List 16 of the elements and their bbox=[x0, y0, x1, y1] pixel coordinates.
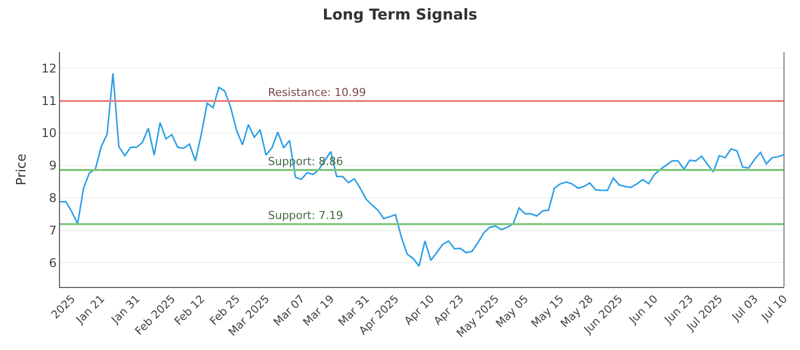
x-tick-label: Jun 10 bbox=[626, 292, 661, 327]
ref-line-label: Support: 7.19 bbox=[268, 209, 344, 222]
x-tick-label: Jan 21 bbox=[72, 292, 108, 327]
y-tick-label: 8 bbox=[48, 191, 57, 206]
line-series bbox=[60, 72, 784, 268]
x-tick-label: Jul 03 bbox=[728, 292, 761, 324]
chart-title: Long Term Signals bbox=[322, 5, 478, 24]
y-axis-title: Price bbox=[14, 154, 30, 186]
y-tick-label: 11 bbox=[41, 94, 57, 108]
y-tick-label: 6 bbox=[48, 256, 57, 270]
y-tick-label: 10 bbox=[41, 126, 57, 140]
y-tick-label: 12 bbox=[41, 61, 57, 76]
y-tick-label: 7 bbox=[48, 223, 57, 238]
y-tick-label: 9 bbox=[48, 158, 57, 173]
x-tick-label: Jul 10 bbox=[758, 292, 790, 324]
ref-line-label: Resistance: 10.99 bbox=[268, 86, 366, 99]
